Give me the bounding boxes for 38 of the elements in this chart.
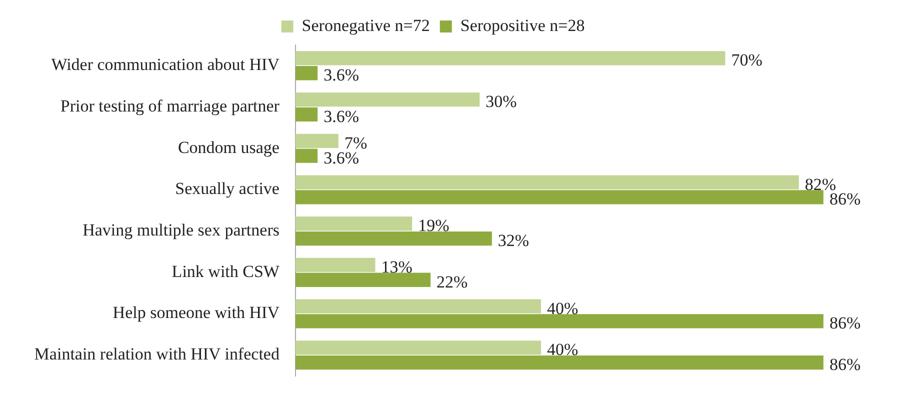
y-tick-label: Condom usage [178,138,280,157]
data-label: 86% [829,314,861,333]
y-tick-label: Prior testing of marriage partner [60,96,280,116]
y-tick-label: Wider communication about HIV [51,55,280,74]
bar [295,272,431,287]
y-tick-label: Link with CSW [172,262,280,281]
bar [295,92,480,107]
bar [295,175,799,190]
y-tick-label: Having multiple sex partners [82,220,280,240]
data-label: 3.6% [324,66,359,85]
bar [295,216,412,231]
data-label: 13% [381,257,412,276]
bar [295,190,824,204]
y-tick-label: Help someone with HIV [112,303,280,322]
bar [295,258,376,272]
bar [295,66,318,80]
bar [295,231,492,246]
data-label: 30% [486,92,517,112]
bar [295,134,338,148]
bar [295,107,318,122]
data-label: 40% [547,298,578,318]
bar [295,299,542,314]
data-label: 86% [829,355,861,374]
y-tick-label: Maintain relation with HIV infected [34,344,280,364]
bar [295,51,726,66]
y-tick-label: Sexually active [175,179,280,198]
bar [295,355,824,370]
data-label: 19% [418,216,450,236]
data-label: 70% [731,50,762,70]
legend-label: Seropositive n=28 [460,16,585,35]
data-label: 3.6% [324,106,359,126]
data-label: 40% [547,340,578,360]
bar [295,148,318,163]
bar [295,340,542,355]
data-label: 22% [436,272,468,292]
legend-label: Seronegative n=72 [302,16,430,35]
bar [295,314,824,328]
data-label: 32% [498,230,530,250]
